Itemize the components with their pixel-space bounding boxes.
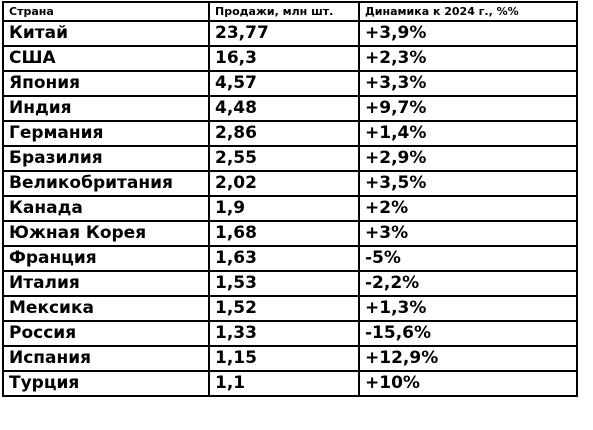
dynamics-cell: +12,9% bbox=[358, 345, 578, 372]
country-cell: США bbox=[2, 45, 210, 72]
dynamics-cell: +2,9% bbox=[358, 145, 578, 172]
country-cell: Испания bbox=[2, 345, 210, 372]
table-row: Германия 2,86 +1,4% bbox=[2, 120, 578, 147]
sales-cell: 4,57 bbox=[208, 70, 360, 97]
dynamics-cell: -5% bbox=[358, 245, 578, 272]
sales-cell: 1,9 bbox=[208, 195, 360, 222]
sales-cell: 1,33 bbox=[208, 320, 360, 347]
table-row: Южная Корея 1,68 +3% bbox=[2, 220, 578, 247]
country-cell: Россия bbox=[2, 320, 210, 347]
table-row: Россия 1,33 -15,6% bbox=[2, 320, 578, 347]
country-cell: Индия bbox=[2, 95, 210, 122]
sales-cell: 4,48 bbox=[208, 95, 360, 122]
dynamics-cell: +2,3% bbox=[358, 45, 578, 72]
header-dynamics: Динамика к 2024 г., %% bbox=[358, 1, 578, 22]
table-row: Мексика 1,52 +1,3% bbox=[2, 295, 578, 322]
country-cell: Бразилия bbox=[2, 145, 210, 172]
table-row: США 16,3 +2,3% bbox=[2, 45, 578, 72]
table-row: Китай 23,77 +3,9% bbox=[2, 20, 578, 47]
dynamics-cell: -15,6% bbox=[358, 320, 578, 347]
dynamics-cell: +3,5% bbox=[358, 170, 578, 197]
table-row: Франция 1,63 -5% bbox=[2, 245, 578, 272]
dynamics-cell: +3% bbox=[358, 220, 578, 247]
table-row: Великобритания 2,02 +3,5% bbox=[2, 170, 578, 197]
dynamics-cell: +9,7% bbox=[358, 95, 578, 122]
sales-cell: 16,3 bbox=[208, 45, 360, 72]
sales-cell: 1,63 bbox=[208, 245, 360, 272]
country-cell: Южная Корея bbox=[2, 220, 210, 247]
table-row: Индия 4,48 +9,7% bbox=[2, 95, 578, 122]
header-country: Страна bbox=[2, 1, 210, 22]
dynamics-cell: +1,3% bbox=[358, 295, 578, 322]
sales-cell: 23,77 bbox=[208, 20, 360, 47]
sales-cell: 1,1 bbox=[208, 370, 360, 397]
dynamics-cell: +2% bbox=[358, 195, 578, 222]
sales-cell: 2,02 bbox=[208, 170, 360, 197]
table-row: Турция 1,1 +10% bbox=[2, 370, 578, 397]
country-cell: Италия bbox=[2, 270, 210, 297]
dynamics-cell: +10% bbox=[358, 370, 578, 397]
country-cell: Германия bbox=[2, 120, 210, 147]
sales-cell: 1,53 bbox=[208, 270, 360, 297]
country-cell: Мексика bbox=[2, 295, 210, 322]
sales-cell: 1,52 bbox=[208, 295, 360, 322]
sales-cell: 1,15 bbox=[208, 345, 360, 372]
sales-cell: 2,86 bbox=[208, 120, 360, 147]
sales-cell: 1,68 bbox=[208, 220, 360, 247]
country-cell: Франция bbox=[2, 245, 210, 272]
dynamics-cell: +3,3% bbox=[358, 70, 578, 97]
dynamics-cell: +3,9% bbox=[358, 20, 578, 47]
table-row: Канада 1,9 +2% bbox=[2, 195, 578, 222]
sales-cell: 2,55 bbox=[208, 145, 360, 172]
header-sales: Продажи, млн шт. bbox=[208, 1, 360, 22]
table-row: Испания 1,15 +12,9% bbox=[2, 345, 578, 372]
sales-table: Страна Продажи, млн шт. Динамика к 2024 … bbox=[2, 1, 578, 397]
dynamics-cell: -2,2% bbox=[358, 270, 578, 297]
table-row: Италия 1,53 -2,2% bbox=[2, 270, 578, 297]
country-cell: Китай bbox=[2, 20, 210, 47]
dynamics-cell: +1,4% bbox=[358, 120, 578, 147]
table-row: Бразилия 2,55 +2,9% bbox=[2, 145, 578, 172]
country-cell: Япония bbox=[2, 70, 210, 97]
country-cell: Великобритания bbox=[2, 170, 210, 197]
table-row: Япония 4,57 +3,3% bbox=[2, 70, 578, 97]
country-cell: Турция bbox=[2, 370, 210, 397]
country-cell: Канада bbox=[2, 195, 210, 222]
table-header-row: Страна Продажи, млн шт. Динамика к 2024 … bbox=[2, 1, 578, 22]
